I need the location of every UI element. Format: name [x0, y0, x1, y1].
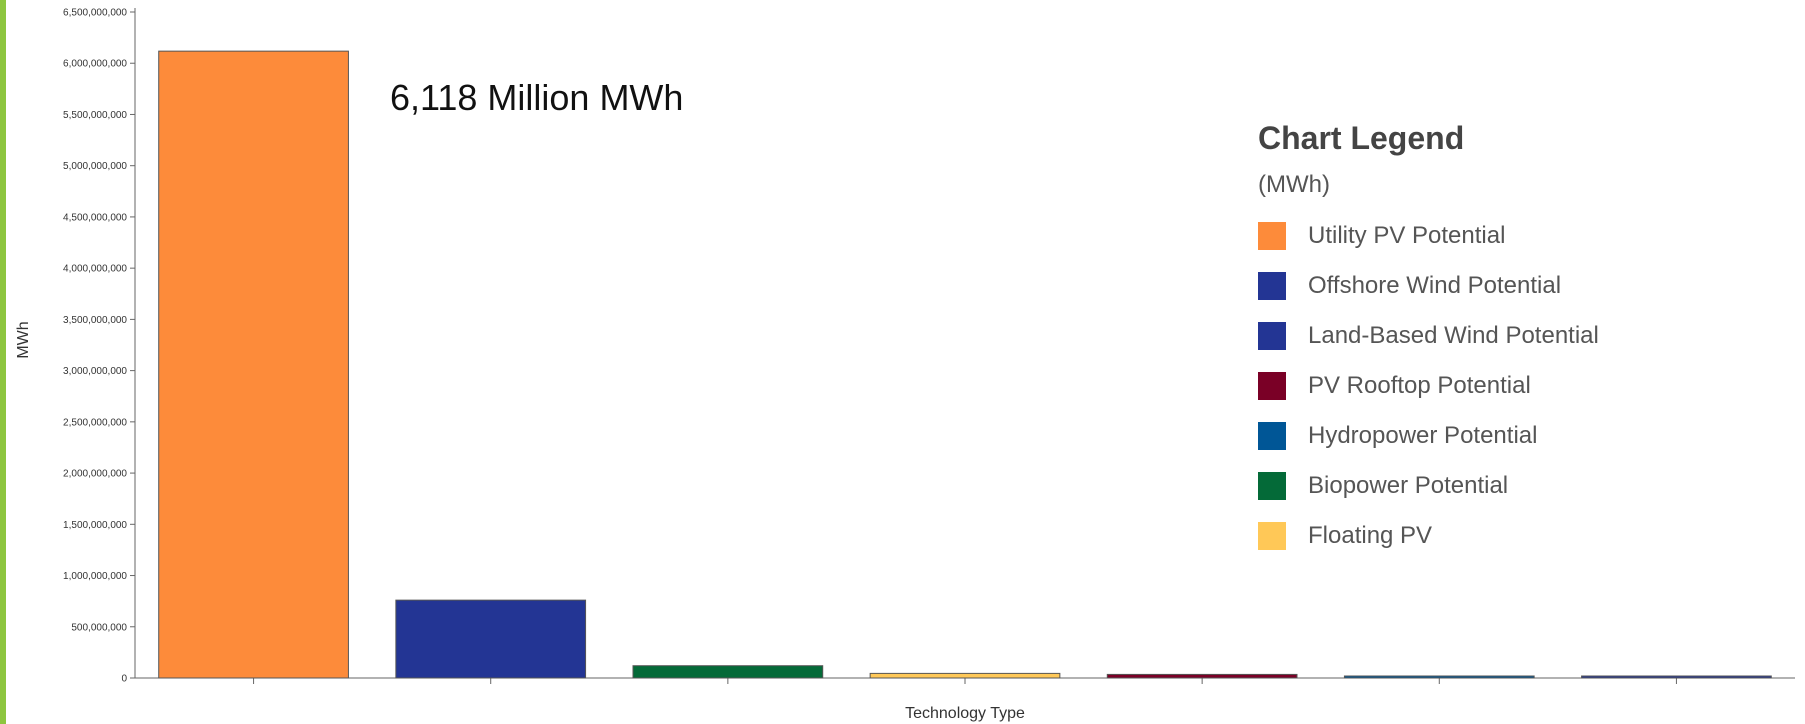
legend-items: Utility PV Potential Offshore Wind Potent… [1258, 211, 1678, 561]
legend-item-floating-pv: Floating PV [1258, 511, 1678, 561]
bar-biopower-potential [632, 665, 824, 679]
legend-item-biopower-potential: Biopower Potential [1258, 461, 1678, 511]
y-tick-label: 0 [121, 674, 127, 685]
y-tick-label: 6,000,000,000 [63, 59, 127, 70]
legend-label: Offshore Wind Potential [1308, 272, 1562, 299]
legend-label: Utility PV Potential [1308, 222, 1506, 249]
legend-item-hydropower-potential: Hydropower Potential [1258, 411, 1678, 461]
y-tick-label: 3,500,000,000 [63, 315, 127, 326]
chart-legend: Chart Legend (MWh) Utility PV Potential O… [1258, 120, 1678, 561]
bar-floating-pv [869, 672, 1061, 679]
y-tick-label: 1,000,000,000 [63, 571, 127, 582]
legend-label: Floating PV [1308, 522, 1433, 549]
bar-hydropower-potential [1343, 675, 1535, 679]
legend-label: Land-Based Wind Potential [1308, 322, 1599, 349]
legend-swatch [1258, 422, 1286, 450]
bar-offshore-wind-potential [395, 599, 587, 679]
legend-item-pv-rooftop-potential: PV Rooftop Potential [1258, 361, 1678, 411]
legend-unit: (MWh) [1258, 171, 1330, 198]
y-tick-label: 2,500,000,000 [63, 417, 127, 428]
legend-swatch [1258, 472, 1286, 500]
y-tick-label: 6,500,000,000 [63, 8, 127, 19]
x-axis [135, 677, 1795, 684]
legend-label: Hydropower Potential [1308, 422, 1538, 449]
y-tick-label: 4,000,000,000 [63, 264, 127, 275]
bar-land-based-wind-potential [1581, 675, 1772, 679]
legend-swatch [1258, 522, 1286, 550]
y-tick-label: 500,000,000 [71, 622, 127, 633]
y-tick-label: 2,000,000,000 [63, 469, 127, 480]
y-tick-label: 1,500,000,000 [63, 520, 127, 531]
legend-swatch [1258, 322, 1286, 350]
value-annotation: 6,118 Million MWh [390, 77, 683, 118]
legend-title: Chart Legend [1258, 120, 1465, 156]
y-tick-label: 3,000,000,000 [63, 366, 127, 377]
x-axis-label: Technology Type [905, 705, 1025, 722]
legend-swatch [1258, 272, 1286, 300]
bar-utility-pv-potential [158, 50, 349, 679]
legend-item-land-based-wind-potential: Land-Based Wind Potential [1258, 311, 1678, 361]
legend-swatch [1258, 372, 1286, 400]
y-tick-label: 4,500,000,000 [63, 212, 127, 223]
legend-item-offshore-wind-potential: Offshore Wind Potential [1258, 261, 1678, 311]
left-accent-bar [0, 0, 6, 724]
y-tick-label: 5,000,000,000 [63, 161, 127, 172]
y-axis: 0 500,000,000 1,000,000,000 1,500,000,000 2,… [63, 8, 136, 685]
legend-label: PV Rooftop Potential [1308, 372, 1531, 399]
legend-swatch [1258, 222, 1286, 250]
legend-item-utility-pv-potential: Utility PV Potential [1258, 211, 1678, 261]
legend-label: Biopower Potential [1308, 472, 1509, 499]
bars-group [158, 50, 1772, 679]
bar-pv-rooftop-potential [1106, 673, 1298, 679]
y-tick-label: 5,500,000,000 [63, 110, 127, 121]
y-axis-label: MWh [15, 321, 32, 358]
